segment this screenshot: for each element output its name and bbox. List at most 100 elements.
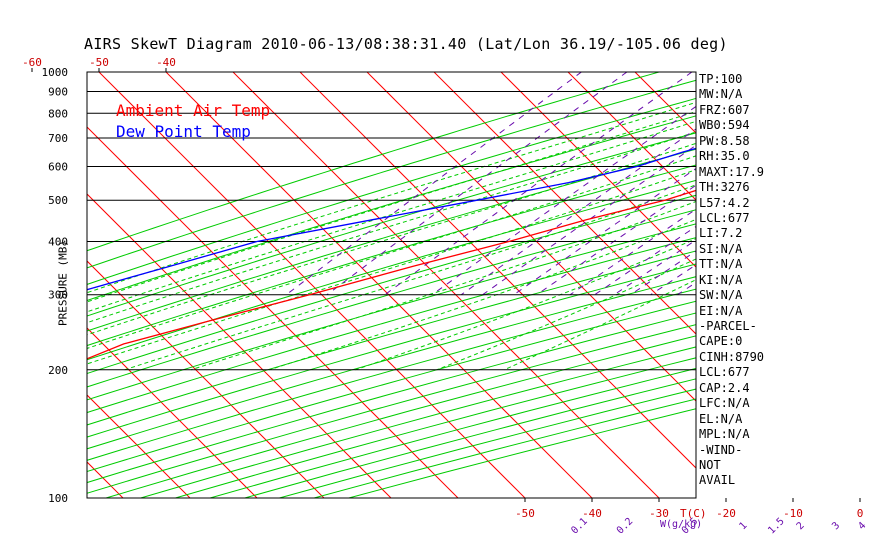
pressure-tick-label: 600	[48, 161, 68, 174]
pressure-tick-label: 1000	[42, 66, 69, 79]
dry-adiabat-line	[87, 223, 696, 401]
index-item: MAXT:17.9	[699, 164, 765, 179]
y-axis-label: PRESSURE (MB)	[56, 239, 70, 327]
index-item: TP:100	[699, 72, 743, 86]
pressure-tick-label: 400	[48, 236, 68, 249]
pressure-tick-label: 500	[48, 194, 68, 207]
pressure-tick-label: 700	[48, 132, 68, 145]
index-item: CAP:2.4	[699, 380, 750, 395]
legend-label-air-temp: Ambient Air Temp	[116, 101, 271, 120]
isotherm-line	[98, 72, 526, 498]
bottom-temp-label: 0	[857, 507, 864, 520]
top-temp-label: -40	[156, 56, 176, 69]
index-item: CINH:8790	[699, 349, 765, 364]
dry-adiabat-line	[87, 263, 696, 438]
isotherm-line	[769, 72, 870, 498]
dry-adiabat-line	[87, 179, 696, 361]
pressure-tick-label: 800	[48, 107, 68, 120]
index-item: -WIND-	[699, 442, 743, 457]
pressure-tick-label: 100	[48, 492, 68, 505]
legend-item-air-temp: Ambient Air Temp	[116, 101, 270, 120]
index-item: FRZ:607	[699, 102, 750, 117]
isotherm-line	[87, 126, 459, 498]
dry-adiabat-line	[87, 250, 696, 426]
index-item: TH:3276	[699, 180, 750, 195]
mixing-ratio-line	[536, 184, 696, 296]
stability-indices-list: TP:100 MW:N/A FRZ:607 WB0:594 PW:8.58 RH…	[699, 72, 764, 489]
dry-adiabat-line	[87, 300, 696, 472]
mixing-ratio-label: 2	[795, 520, 807, 532]
dry-adiabat-line	[87, 164, 696, 347]
mixing-ratio-line	[384, 72, 693, 296]
mixing-ratio-line	[431, 105, 696, 296]
isotherm-line	[500, 72, 696, 268]
dry-adiabat-line	[87, 194, 696, 375]
dry-adiabat-line	[87, 312, 696, 484]
dry-adiabat-line	[87, 276, 696, 450]
index-item: WB0:594	[699, 118, 750, 133]
dry-adiabat-line	[87, 324, 696, 494]
dewpoint-line	[87, 147, 696, 291]
index-item: SI:N/A	[699, 241, 743, 256]
mixing-ratio-line	[326, 72, 628, 296]
moist-adiabat-line	[124, 184, 696, 371]
isotherm-line	[87, 193, 392, 498]
dry-adiabat-line	[87, 97, 696, 285]
index-item: SW:N/A	[699, 288, 743, 303]
moist-adiabat-line	[190, 200, 696, 371]
mixing-ratio-unit: W(g/kg)	[660, 519, 702, 530]
index-item: LCL:677	[699, 365, 750, 380]
air-temp-line	[87, 189, 696, 360]
mixing-ratio-line	[285, 72, 582, 296]
top-temp-label: -60	[22, 56, 42, 69]
pressure-tick-label: 900	[48, 85, 68, 98]
bottom-temp-unit: T(C)	[680, 507, 707, 520]
isotherm-line	[366, 72, 696, 402]
index-item: MPL:N/A	[699, 427, 750, 442]
dry-adiabat-line	[87, 79, 696, 269]
isotherm-line	[165, 72, 593, 498]
index-item: EI:N/A	[699, 303, 743, 318]
dry-adiabat-line	[87, 288, 696, 461]
top-temp-label: -50	[89, 56, 109, 69]
moist-adiabat-line	[87, 142, 696, 336]
bottom-temp-label: -20	[716, 507, 736, 520]
plot-frame	[86, 71, 697, 499]
mixing-ratio-label: 4	[856, 520, 868, 532]
chart-title: AIRS SkewT Diagram 2010-06-13/08:38:31.4…	[84, 35, 728, 53]
dry-adiabat-line	[209, 367, 696, 498]
index-item: LFC:N/A	[699, 396, 750, 411]
index-item: AVAIL	[699, 473, 736, 488]
dry-adiabat-line	[87, 72, 660, 252]
index-item: -PARCEL-	[699, 319, 757, 333]
index-item: L57:4.2	[699, 195, 750, 210]
bottom-temp-label: -30	[649, 507, 669, 520]
pressure-tick-label: 300	[48, 289, 68, 302]
isotherm-line	[87, 327, 258, 498]
isotherm-line	[433, 72, 696, 335]
dry-adiabat-line	[279, 388, 696, 498]
index-item: LI:7.2	[699, 226, 743, 241]
isotherm-line	[232, 72, 660, 498]
index-item: TT:N/A	[699, 257, 743, 272]
bottom-temp-label: -10	[783, 507, 803, 520]
mixing-ratio-label: 1	[737, 520, 749, 532]
dry-adiabat-line	[87, 237, 696, 414]
mixing-ratio-label: 3	[830, 520, 842, 532]
index-item: EL:N/A	[699, 411, 743, 426]
mixing-ratio-label: 0.2	[615, 516, 636, 537]
index-item: MW:N/A	[699, 87, 743, 102]
isotherm-line	[299, 72, 696, 469]
bottom-temp-label: -50	[515, 507, 535, 520]
index-item: PW:8.58	[699, 133, 750, 148]
index-item: LCL:677	[699, 210, 750, 225]
index-item: RH:35.0	[699, 149, 750, 164]
pressure-tick-label: 200	[48, 364, 68, 377]
index-item: CAPE:0	[699, 334, 743, 349]
mixing-ratio-line	[569, 208, 696, 296]
index-item: NOT	[699, 457, 721, 472]
dry-adiabat-line	[87, 148, 696, 332]
dry-adiabat-line	[87, 132, 696, 317]
bottom-temp-label: -40	[582, 507, 602, 520]
